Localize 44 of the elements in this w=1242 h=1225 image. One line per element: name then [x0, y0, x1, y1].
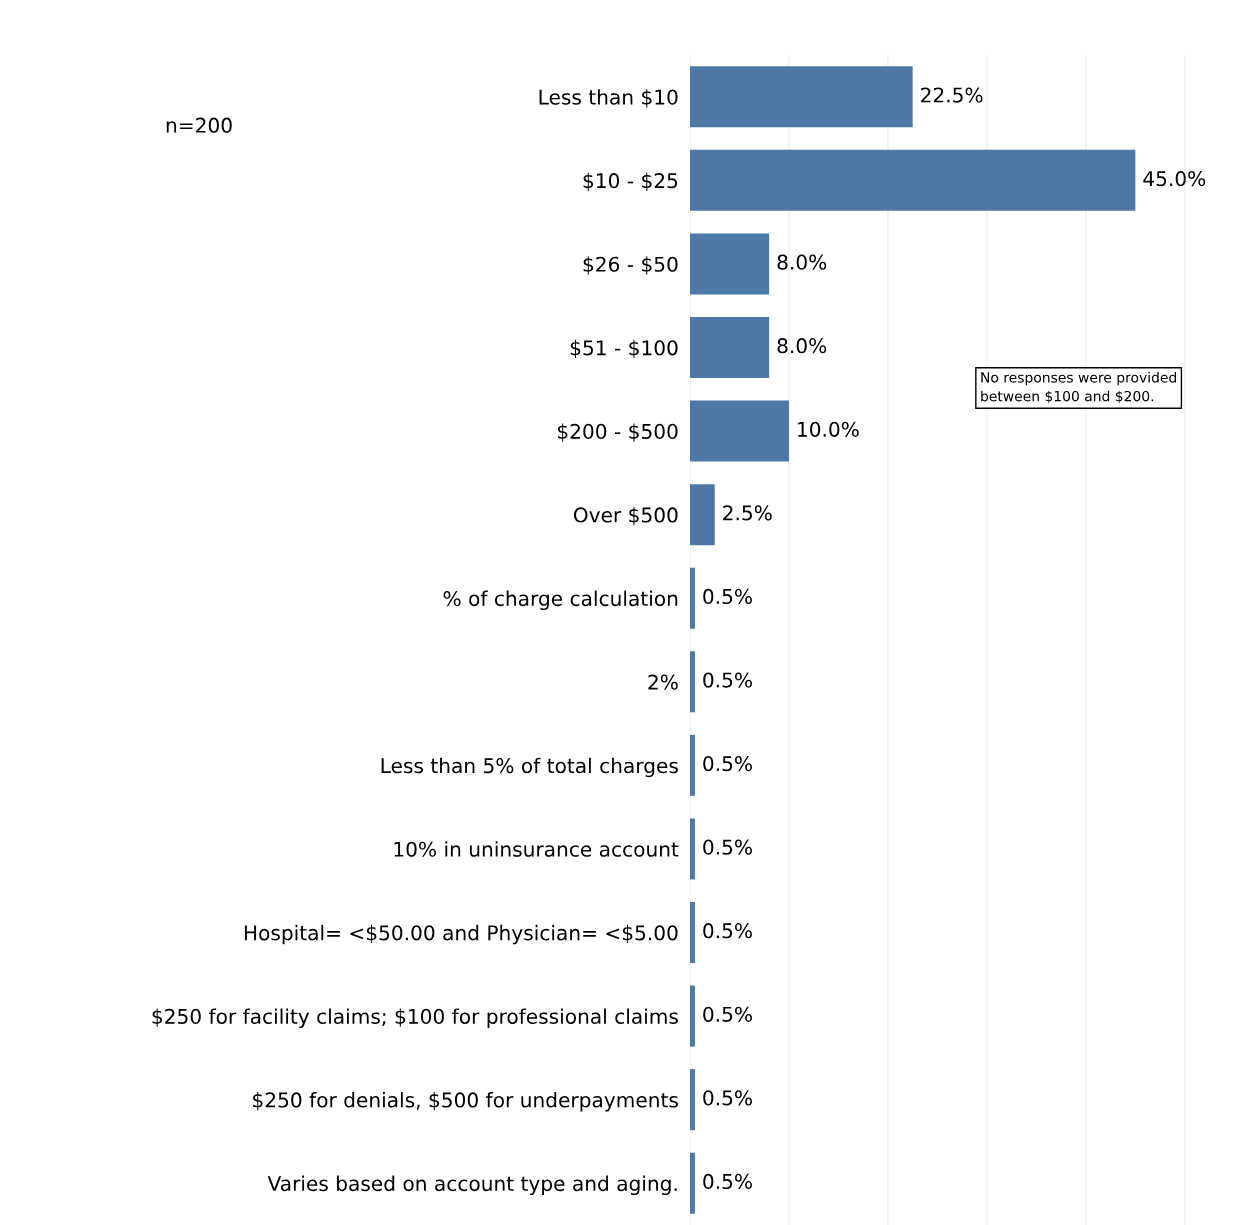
bar: [690, 1069, 695, 1131]
data-label: 0.5%: [703, 588, 752, 605]
data-label: 22.5%: [921, 87, 983, 103]
bar: [690, 66, 913, 128]
bar: [690, 400, 789, 462]
annotation: No responses were provided between $100 and $200.: [981, 371, 1176, 404]
y-tick-label: Over $500: [573, 506, 678, 526]
bar: [690, 734, 695, 796]
data-label: 0.5%: [703, 923, 752, 939]
y-tick-label: 10% in uninsurance account: [394, 841, 679, 857]
y-tick-label: $250 for facility claims; $100 for professional claims: [152, 1008, 678, 1028]
data-label: 0.5%: [703, 755, 752, 772]
y-tick-label: Less than $10: [539, 89, 678, 108]
y-tick-label: Less than 5% of total charges: [381, 757, 678, 778]
bar: [690, 567, 695, 629]
y-tick-label: $51 - $100: [570, 339, 678, 359]
y-tick-label: $26 - $50: [583, 256, 678, 275]
y-tick-label: $200 - $500: [557, 423, 678, 442]
bar: [690, 902, 695, 963]
bar: [690, 1152, 695, 1214]
bar: [690, 651, 695, 713]
data-label: 8.0%: [777, 338, 827, 354]
data-label: 0.5%: [703, 672, 752, 688]
data-label: 0.5%: [703, 1173, 752, 1190]
y-tick-label: % of charge calculation: [443, 590, 678, 611]
y-tick-label: 2%: [648, 674, 678, 690]
bar: [690, 484, 715, 546]
data-label: 0.5%: [703, 1090, 752, 1106]
text: n=200: [166, 117, 232, 133]
data-label: 0.5%: [703, 839, 752, 855]
data-label: 10.0%: [798, 421, 859, 437]
y-tick-label: Hospital= <$50.00 and Physician= <$5.00: [244, 924, 678, 945]
data-label: 8.0%: [777, 254, 827, 270]
data-label: 2.5%: [723, 505, 772, 521]
bar: [690, 317, 770, 378]
bar: [690, 818, 695, 880]
y-tick-label: $250 for denials, $500 for underpayments: [253, 1091, 678, 1112]
y-tick-label: $10 - $25: [583, 172, 678, 191]
y-tick-label: Varies based on account type and aging.: [267, 1175, 677, 1196]
bar: [690, 149, 1136, 211]
bar: [690, 233, 770, 295]
data-label: 0.5%: [703, 1006, 752, 1022]
data-label: 45.0%: [1143, 170, 1206, 187]
bar: [690, 985, 695, 1047]
